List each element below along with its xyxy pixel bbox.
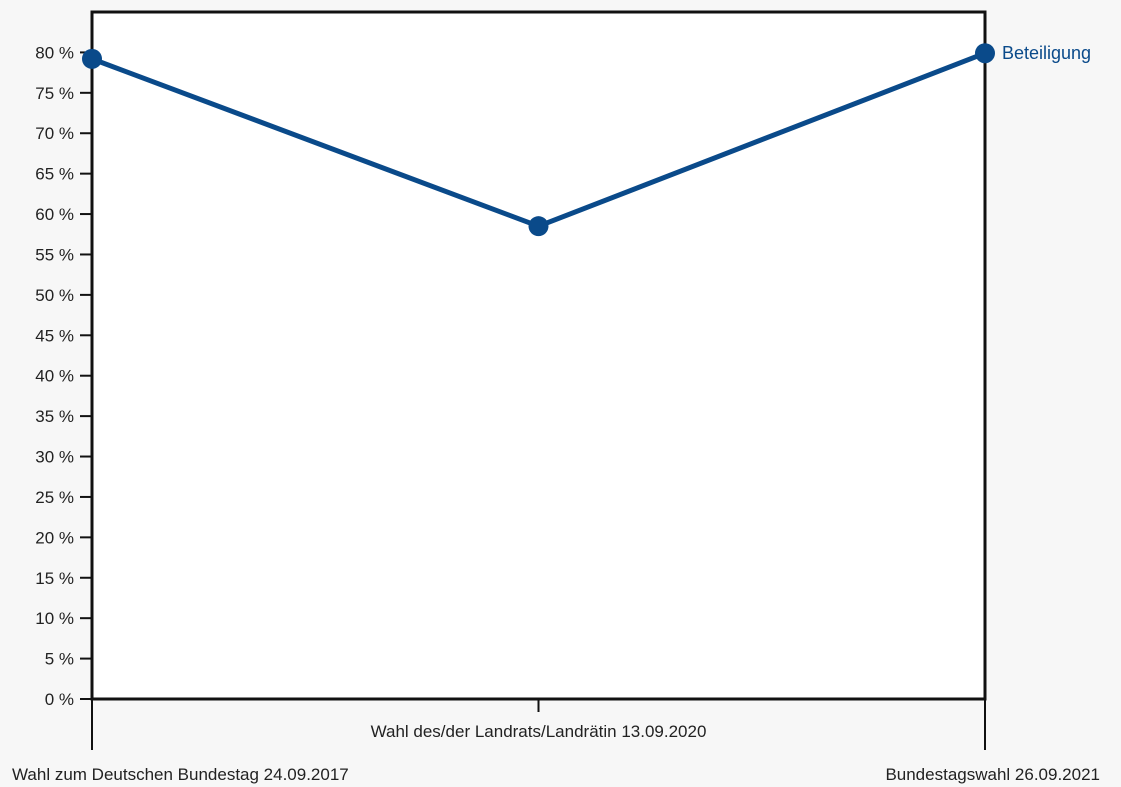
y-axis-ticks: 0 % 5 % 10 % 15 % 20 % 25 % 30 % 35 % 40 % 45 % 50… [35,43,92,709]
series-group: Beteiligung [82,43,1091,237]
y-tick-label: 80 % [35,43,74,62]
y-tick-label: 5 % [45,650,74,669]
data-point [975,43,995,64]
y-tick-label: 35 % [35,407,74,426]
y-tick-label: 20 % [35,528,74,547]
data-point [82,48,102,69]
y-tick-label: 25 % [35,488,74,507]
y-tick-label: 70 % [35,124,74,143]
y-tick-label: 45 % [35,326,74,345]
x-axis-ticks: Wahl zum Deutschen Bundestag 24.09.2017 W… [12,699,1100,784]
y-tick-label: 10 % [35,609,74,628]
x-category-label: Wahl zum Deutschen Bundestag 24.09.2017 [12,765,349,784]
y-tick-label: 0 % [45,690,74,709]
data-point [528,216,549,237]
y-tick-label: 55 % [35,245,74,264]
y-tick-label: 40 % [35,367,74,386]
x-category-label: Bundestagswahl 26.09.2021 [885,765,1100,784]
series-name-label: Beteiligung [1002,43,1091,63]
x-category-label: Wahl des/der Landrats/Landrätin 13.09.20… [371,722,707,741]
plot-frame [90,10,987,701]
y-tick-label: 75 % [35,84,74,103]
y-tick-label: 15 % [35,569,74,588]
y-tick-label: 50 % [35,286,74,305]
y-tick-label: 30 % [35,448,74,467]
y-tick-label: 60 % [35,205,74,224]
y-tick-label: 65 % [35,165,74,184]
